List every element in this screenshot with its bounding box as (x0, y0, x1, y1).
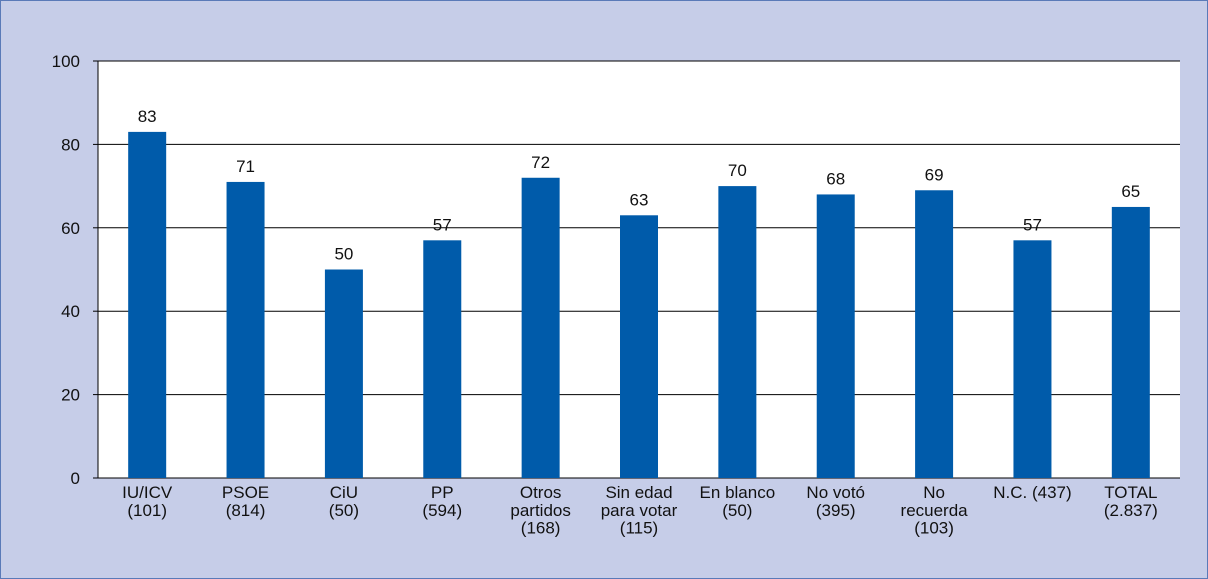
x-tick-label: TOTAL (2.837) (1104, 483, 1158, 520)
x-tick-label: No recuerda (103) (901, 483, 969, 538)
bar (324, 269, 363, 478)
y-tick-label: 40 (61, 302, 80, 321)
y-tick-label: 0 (71, 469, 80, 488)
y-tick-label: 100 (52, 52, 80, 71)
bar (620, 215, 658, 479)
bar (816, 194, 855, 478)
x-tick-label: En blanco (50) (700, 483, 776, 520)
bar (915, 190, 954, 478)
x-tick-label: Otros partidos (168) (510, 483, 570, 538)
x-tick-label: N.C. (437) (993, 483, 1071, 502)
value-label: 70 (728, 161, 747, 180)
value-label: 63 (630, 190, 649, 209)
y-tick-label: 80 (61, 135, 80, 154)
bar (226, 181, 265, 478)
value-label: 83 (138, 107, 157, 126)
value-label: 68 (826, 169, 845, 188)
value-label: 57 (1023, 215, 1042, 234)
bar (1013, 240, 1052, 478)
bar (423, 240, 462, 478)
x-tick-label: No votó (395) (806, 483, 865, 520)
bar (128, 131, 167, 478)
bar (1111, 206, 1150, 478)
value-label: 71 (236, 157, 255, 176)
x-tick-label: CiU (50) (329, 483, 359, 520)
x-tick-label: PSOE (814) (222, 483, 269, 520)
value-label: 57 (433, 215, 452, 234)
value-label: 69 (925, 165, 944, 184)
x-tick-label: PP (594) (422, 483, 462, 520)
bar (718, 186, 757, 478)
bar (521, 177, 560, 478)
x-tick-label: IU/ICV (101) (122, 483, 173, 520)
value-label: 72 (531, 153, 550, 172)
x-tick-label: Sin edad para votar (115) (601, 483, 678, 538)
value-label: 50 (334, 245, 353, 264)
y-tick-label: 60 (61, 219, 80, 238)
y-tick-label: 20 (61, 386, 80, 405)
value-label: 65 (1121, 182, 1140, 201)
